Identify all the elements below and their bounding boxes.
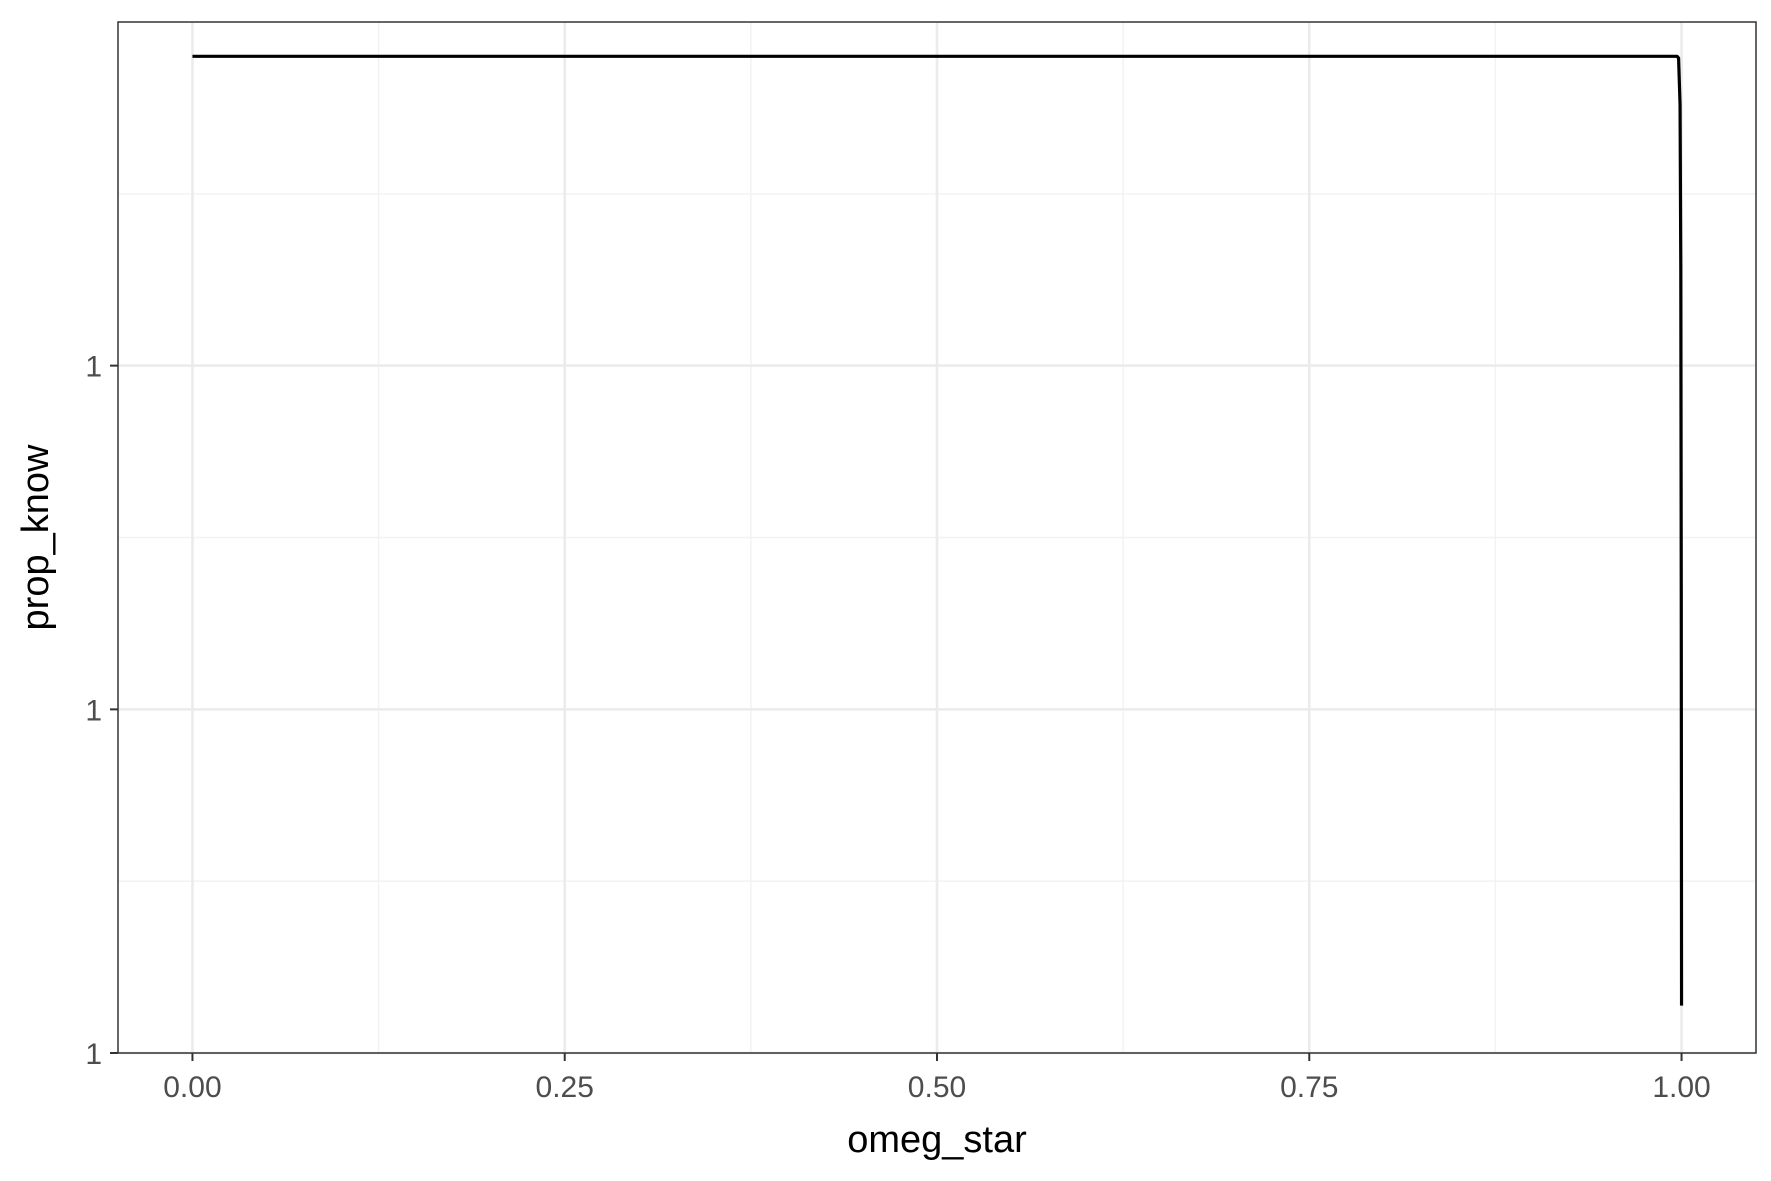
x-tick-label: 0.00 xyxy=(163,1071,221,1104)
y-tick-label: 1 xyxy=(85,1038,102,1071)
series-layer xyxy=(192,54,1684,1006)
y-tick-label: 1 xyxy=(85,694,102,727)
x-tick-label: 0.75 xyxy=(1280,1071,1338,1104)
y-tick-label: 1 xyxy=(85,351,102,384)
x-tick-label: 1.00 xyxy=(1652,1071,1710,1104)
x-axis-title: omeg_star xyxy=(847,1119,1027,1161)
y-axis-title: prop_know xyxy=(15,444,57,630)
x-tick-label: 0.25 xyxy=(536,1071,594,1104)
axes: 0.00 0.25 0.50 0.75 1.00 1 1 1 xyxy=(85,351,1710,1104)
x-tick-label: 0.50 xyxy=(908,1071,966,1104)
series-line xyxy=(192,54,1684,1006)
